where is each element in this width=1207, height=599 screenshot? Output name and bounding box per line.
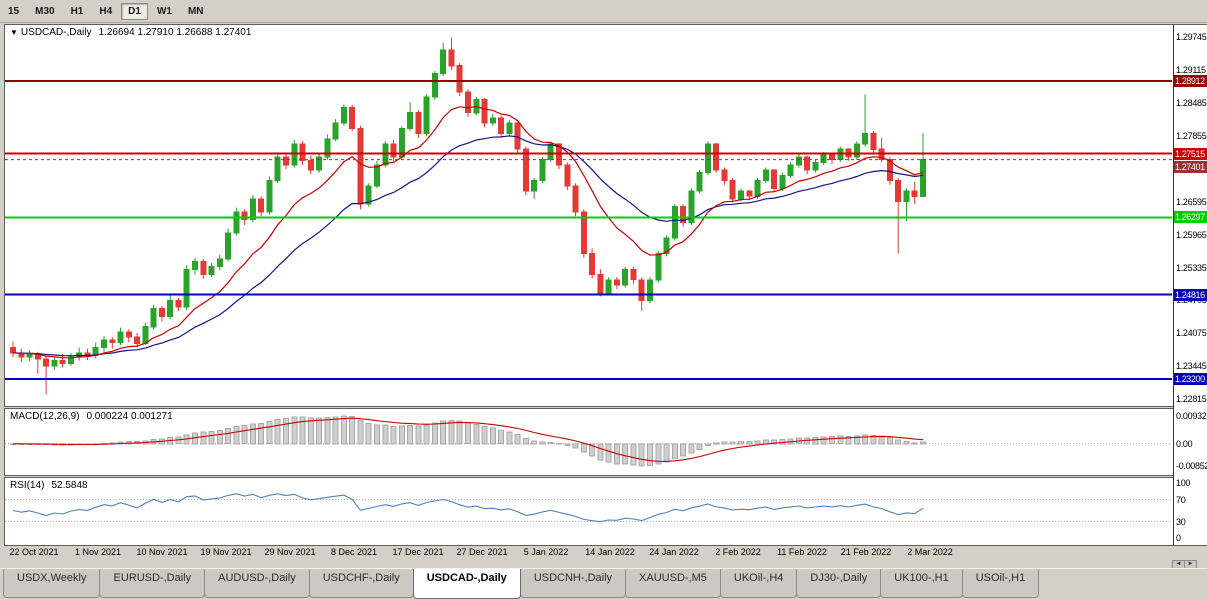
timeframe-button-m30[interactable]: M30 — [35, 5, 55, 17]
date-tick-label: 1 Nov 2021 — [74, 547, 122, 557]
price-tick-label: 1.23445 — [1176, 361, 1207, 372]
price-label-1-26297: 1.26297 — [1174, 211, 1207, 224]
rsi-axis-label: 0 — [1176, 533, 1181, 543]
price-label-1-28912: 1.28912 — [1174, 74, 1207, 87]
macd-axis-label: -0.00852 — [1176, 461, 1207, 471]
tab-dj30-daily[interactable]: DJ30-,Daily — [796, 569, 882, 598]
tab-xauusd-m5[interactable]: XAUUSD-,M5 — [625, 569, 721, 598]
price-axis[interactable]: 1.297451.291151.284851.278551.272251.265… — [1173, 24, 1207, 546]
ma-slow-line — [12, 135, 924, 357]
date-tick-label: 19 Nov 2021 — [200, 547, 252, 557]
rsi-panel[interactable]: RSI(14) 52.5848 — [4, 477, 1175, 546]
timeframe-button-h1[interactable]: H1 — [70, 5, 84, 17]
date-tick-label: 8 Dec 2021 — [330, 547, 378, 557]
rsi-chart[interactable] — [5, 478, 1172, 543]
date-tick-label: 27 Dec 2021 — [456, 547, 508, 557]
candlestick-chart[interactable] — [5, 25, 1172, 404]
timeframe-toolbar: 15 M30 H1 H4 D1 W1 MN — [0, 0, 1207, 23]
date-tick-label: 14 Jan 2022 — [585, 547, 635, 557]
ma-fast-line — [12, 105, 924, 359]
macd-axis-label: 0.00 — [1176, 438, 1193, 449]
date-tick-label: 11 Feb 2022 — [777, 547, 827, 557]
tab-usdchf-daily[interactable]: USDCHF-,Daily — [308, 569, 414, 598]
date-tick-label: 21 Feb 2022 — [840, 547, 892, 557]
price-label-1-23200: 1.23200 — [1174, 372, 1207, 385]
date-tick-label: 10 Nov 2021 — [136, 547, 188, 557]
rsi-label: RSI(14) — [10, 480, 45, 491]
macd-panel[interactable]: MACD(12,26,9) 0.000224 0.001271 — [4, 408, 1175, 476]
timeframe-button-h4[interactable]: H4 — [99, 5, 113, 17]
tab-usdcnh-daily[interactable]: USDCNH-,Daily — [519, 569, 627, 598]
price-tick-label: 1.22815 — [1176, 394, 1207, 404]
tab-uk100-h1[interactable]: UK100-,H1 — [880, 569, 963, 598]
tab-usdx-weekly[interactable]: USDX,Weekly — [3, 569, 101, 598]
rsi-line — [12, 493, 924, 523]
date-tick-label: 22 Oct 2021 — [9, 547, 59, 557]
price-tick-label: 1.25965 — [1176, 229, 1207, 240]
main-chart-panel[interactable]: ▼ USDCAD-,Daily 1.26694 1.27910 1.26688 1.… — [4, 24, 1175, 407]
chart-symbol-title: USDCAD-,Daily — [20, 27, 92, 38]
rsi-axis-label: 100 — [1176, 478, 1191, 488]
rsi-value: 52.5848 — [51, 480, 88, 491]
tab-usoil-h1[interactable]: USOil-,H1 — [961, 569, 1040, 598]
date-tick-label: 2 Mar 2022 — [907, 547, 953, 557]
collapse-icon[interactable]: ▼ — [10, 28, 18, 37]
time-axis[interactable]: 22 Oct 2021 1 Nov 2021 10 Nov 2021 19 Nov 2… — [4, 545, 1173, 560]
rsi-title-overlay: RSI(14) 52.5848 — [10, 480, 88, 491]
macd-histogram — [10, 415, 926, 467]
date-tick-label: 29 Nov 2021 — [264, 547, 316, 557]
chart-tabs: USDX,Weekly EURUSD-,Daily AUDUSD-,Daily USD… — [0, 568, 1207, 599]
macd-values: 0.000224 0.001271 — [86, 411, 173, 422]
rsi-axis-label: 70 — [1176, 494, 1186, 505]
timeframe-button-15[interactable]: 15 — [8, 5, 20, 17]
price-tick-label: 1.27855 — [1176, 130, 1207, 141]
macd-title-overlay: MACD(12,26,9) 0.000224 0.001271 — [10, 411, 173, 422]
date-tick-label: 17 Dec 2021 — [392, 547, 444, 557]
price-tick-label: 1.24075 — [1176, 328, 1207, 339]
macd-label: MACD(12,26,9) — [10, 411, 80, 422]
timeframe-button-w1[interactable]: W1 — [156, 5, 172, 17]
price-tick-label: 1.25335 — [1176, 262, 1207, 273]
date-tick-label: 5 Jan 2022 — [523, 547, 569, 557]
tab-eurusd-daily[interactable]: EURUSD-,Daily — [99, 569, 206, 598]
tab-audusd-daily[interactable]: AUDUSD-,Daily — [204, 569, 310, 598]
current-price-label: 1.27401 — [1174, 160, 1207, 173]
rsi-axis-label: 30 — [1176, 516, 1186, 527]
price-label-1-24816: 1.24816 — [1174, 288, 1207, 301]
price-tick-label: 1.26595 — [1176, 196, 1207, 207]
tab-scroll-strip: ◄ ► — [0, 560, 1207, 570]
chart-ohlc-values: 1.26694 1.27910 1.26688 1.27401 — [98, 27, 252, 38]
price-tick-label: 1.28485 — [1176, 98, 1207, 108]
tab-ukoil-h4[interactable]: UKOil-,H4 — [719, 569, 798, 598]
macd-chart[interactable] — [5, 409, 1172, 473]
chart-title-overlay: ▼ USDCAD-,Daily 1.26694 1.27910 1.26688 1.… — [10, 27, 251, 38]
price-tick-label: 1.29745 — [1176, 32, 1207, 43]
macd-axis-label: 0.00932 — [1176, 411, 1207, 421]
price-tick-label: 1.29115 — [1176, 65, 1206, 76]
date-tick-label: 24 Jan 2022 — [649, 547, 699, 557]
date-tick-label: 2 Feb 2022 — [715, 547, 761, 557]
price-label-1-27515: 1.27515 — [1174, 147, 1207, 160]
timeframe-button-d1[interactable]: D1 — [121, 2, 148, 20]
macd-signal-line — [13, 417, 924, 462]
timeframe-button-mn[interactable]: MN — [187, 5, 204, 17]
